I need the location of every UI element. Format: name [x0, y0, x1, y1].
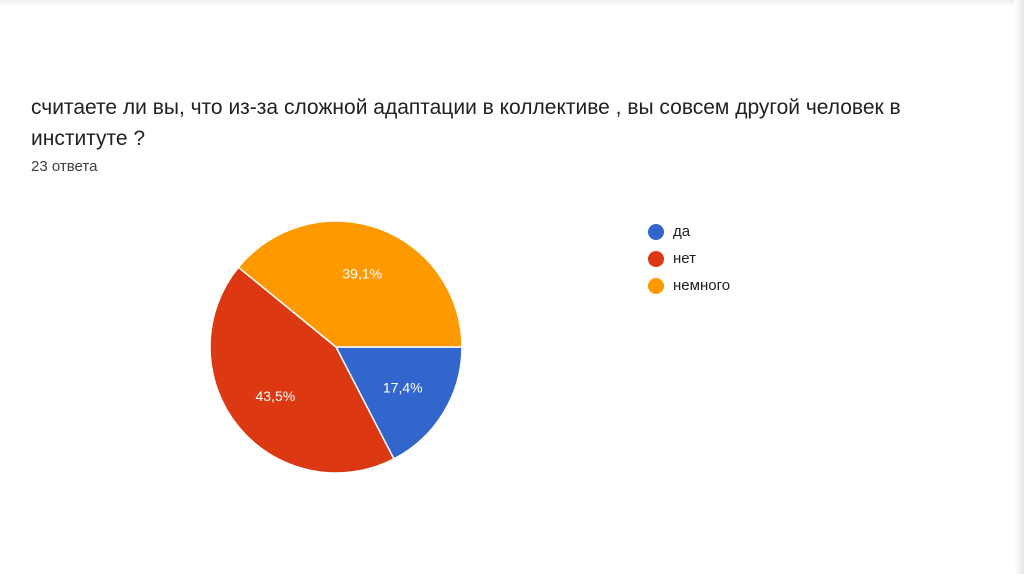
legend-item-3[interactable]: немного [648, 272, 730, 299]
legend-item-2[interactable]: нет [648, 245, 730, 272]
question-title: считаете ли вы, что из-за сложной адапта… [31, 96, 901, 150]
response-count: 23 ответа [31, 158, 98, 175]
pie-slice-2[interactable] [209, 266, 395, 474]
legend: да нет немного [648, 218, 730, 299]
legend-swatch-icon [648, 223, 664, 240]
legend-item-1[interactable]: да [648, 218, 730, 245]
legend-swatch-icon [648, 277, 664, 294]
legend-label: немного [673, 277, 731, 294]
legend-swatch-icon [648, 250, 664, 267]
pie-slice-label-2: 43,5% [255, 388, 295, 404]
pie-labels: 17,4% 43,5% 39,1% [255, 265, 422, 404]
legend-label: нет [673, 250, 696, 267]
legend-label: да [673, 223, 691, 240]
pie-slice-1[interactable] [334, 346, 463, 460]
pie-slice-label-1: 17,4% [383, 380, 423, 396]
pie-slice-3[interactable] [237, 220, 463, 348]
card-top-edge [0, 0, 1024, 6]
pie-slice-label-3: 39,1% [342, 265, 382, 281]
card-right-edge [1014, 0, 1024, 574]
pie-slices [209, 220, 463, 474]
